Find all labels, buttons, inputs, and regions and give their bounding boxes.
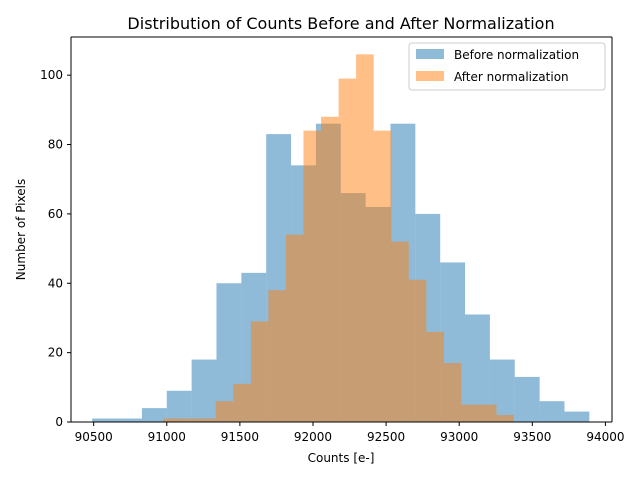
histogram-bar [191,359,217,422]
y-tick-label: 0 [55,415,63,429]
legend-label-after: After normalization [454,70,569,84]
histogram-bar [233,383,251,422]
chart-title: Distribution of Counts Before and After … [127,14,554,33]
histogram-bar [166,390,192,422]
histogram-bar [321,116,339,423]
x-tick-label: 92000 [294,430,332,444]
histogram-bar [496,415,515,422]
histogram-bar [373,130,392,422]
histogram-bar [356,54,374,423]
histogram-bar [180,418,199,422]
histogram-bar [268,290,286,422]
x-tick-label: 92500 [367,430,405,444]
legend-swatch-before [416,49,444,59]
x-tick-label: 90500 [75,430,113,444]
histogram-bar [250,321,269,422]
y-ticks: 0 20 40 60 80 100 [40,68,71,429]
y-tick-label: 100 [40,68,63,82]
histogram-bar [478,404,497,422]
histogram-bar [141,408,167,422]
bars-layer [92,54,590,423]
histogram-bar [564,411,590,422]
y-axis-label: Number of Pixels [14,179,28,280]
histogram-bar [391,241,409,422]
legend-label-before: Before normalization [454,48,579,62]
histogram-bar [92,418,118,422]
x-tick-label: 91500 [221,430,259,444]
y-tick-label: 60 [48,207,63,221]
x-tick-label: 93000 [440,430,478,444]
x-tick-label: 91000 [148,430,186,444]
histogram-bar [514,376,540,422]
series-after [163,54,515,423]
y-tick-label: 80 [48,138,63,152]
x-tick-label: 94000 [586,430,624,444]
histogram-bar [461,404,479,422]
y-tick-label: 20 [48,346,63,360]
x-ticks: 90500 91000 91500 92000 92500 93000 93500 94000 [75,422,625,444]
histogram-bar [539,401,565,422]
histogram-bar [338,78,357,423]
x-axis-label: Counts [e-] [308,451,375,465]
y-tick-label: 40 [48,276,63,290]
histogram-bar [465,314,490,422]
histogram-bar [198,418,216,422]
histogram-bar [303,130,322,422]
histogram-bar [215,401,234,422]
legend-frame [408,42,606,91]
legend-swatch-after [416,71,444,81]
histogram-bar [443,363,462,422]
histogram-bar [408,279,427,422]
histogram-bar [117,418,142,422]
histogram-bar [163,418,181,422]
histogram-bar [285,234,304,422]
x-tick-label: 93500 [513,430,551,444]
legend: Before normalization After normalization [408,42,606,91]
axes-layer [70,36,613,423]
histogram-bar [426,331,444,422]
